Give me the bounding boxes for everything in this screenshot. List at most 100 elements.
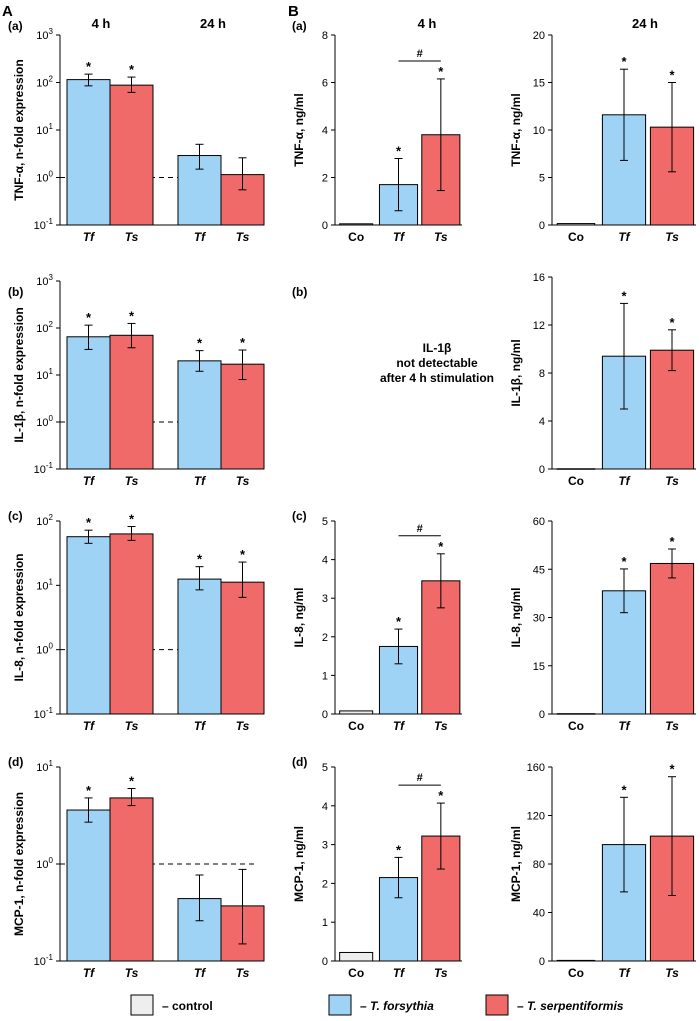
x-tick-label: Tf bbox=[83, 230, 95, 244]
significance-marker: * bbox=[621, 554, 627, 569]
x-tick-label: Tf bbox=[83, 474, 95, 488]
x-tick-label: Tf bbox=[618, 474, 630, 488]
x-tick-label: Co bbox=[568, 719, 584, 733]
x-tick-label: Ts bbox=[434, 966, 448, 980]
y-axis-label: IL-1β, n-fold expression bbox=[12, 307, 26, 442]
x-tick-label: Tf bbox=[393, 719, 405, 733]
y-tick-label: 100 bbox=[36, 642, 53, 657]
y-tick-label: 102 bbox=[36, 75, 53, 90]
y-tick-label: 2 bbox=[322, 173, 328, 185]
y-tick-label: 100 bbox=[36, 170, 53, 185]
y-tick-label: 101 bbox=[36, 122, 53, 137]
x-tick-label: Tf bbox=[618, 719, 630, 733]
y-axis-label: IL-8, ng/ml bbox=[292, 588, 306, 648]
x-tick-label: Tf bbox=[393, 230, 405, 244]
significance-marker: * bbox=[86, 783, 92, 798]
significance-marker: * bbox=[86, 515, 92, 530]
y-tick-label: 10 bbox=[533, 125, 545, 137]
chart-b-c-24h: Co * Tf * Ts 0 15 30 45 60 IL-8, ng/ml bbox=[509, 516, 696, 733]
significance-marker: * bbox=[669, 68, 675, 83]
y-tick-label: 5 bbox=[322, 516, 328, 528]
x-tick-label: Tf bbox=[194, 966, 206, 980]
legend-label-tf: – T. forsythia bbox=[360, 999, 434, 1013]
bar bbox=[66, 336, 111, 470]
significance-marker: * bbox=[129, 774, 135, 789]
y-tick-label: 120 bbox=[527, 811, 545, 823]
x-tick-label: Tf bbox=[83, 719, 95, 733]
chart-b-a-4h: Co * Tf * Ts #0 2 4 6 8 TNF-α, ng/ml (a) bbox=[292, 19, 462, 244]
bracket-marker: # bbox=[417, 772, 423, 784]
bar bbox=[109, 533, 154, 715]
y-tick-label: 10-1 bbox=[34, 706, 54, 721]
y-axis-label: MCP-1, ng/ml bbox=[292, 826, 306, 902]
significance-marker: * bbox=[129, 308, 135, 323]
row-label: (d) bbox=[292, 755, 307, 769]
significance-marker: * bbox=[240, 335, 246, 350]
legend-label-control: – control bbox=[162, 999, 213, 1013]
bar bbox=[649, 562, 695, 715]
y-axis-label: TNF-α, ng/ml bbox=[509, 93, 523, 166]
y-tick-label: 101 bbox=[36, 367, 53, 382]
y-tick-label: 4 bbox=[322, 555, 328, 567]
legend-ts-name: T. serpentiformis bbox=[527, 999, 624, 1013]
y-tick-label: 4 bbox=[539, 416, 545, 428]
x-tick-label: Tf bbox=[618, 230, 630, 244]
y-tick-label: 0 bbox=[322, 956, 328, 968]
significance-marker: * bbox=[669, 534, 675, 549]
panel-label-b: B bbox=[288, 3, 299, 20]
x-tick-label: Tf bbox=[194, 719, 206, 733]
x-tick-label: Tf bbox=[618, 966, 630, 980]
significance-marker: * bbox=[438, 788, 444, 803]
significance-marker: * bbox=[669, 315, 675, 330]
chart-a-c: * Tf * Tf * Ts * Ts 10-1 100 101 102 IL-8, n-fold ex… bbox=[8, 509, 265, 733]
y-tick-label: 2 bbox=[322, 632, 328, 644]
significance-marker: * bbox=[197, 552, 203, 567]
title-b-24h: 24 h bbox=[632, 16, 658, 31]
chart-b-c-4h: Co * Tf * Ts #0 1 2 3 4 5 IL-8, ng/ml (c) bbox=[292, 509, 462, 733]
y-tick-label: 0 bbox=[322, 709, 328, 721]
x-tick-label: Ts bbox=[125, 474, 139, 488]
legend-ts-prefix: – bbox=[517, 999, 527, 1013]
bar bbox=[220, 581, 265, 715]
significance-marker: * bbox=[86, 310, 92, 325]
y-tick-label: 12 bbox=[533, 320, 545, 332]
significance-marker: * bbox=[197, 336, 203, 351]
chart-b-b-24h: Co * Tf * Ts 0 4 8 12 16 IL-1β, ng/ml (b) bbox=[292, 272, 696, 488]
y-tick-label: 5 bbox=[322, 762, 328, 774]
y-tick-label: 30 bbox=[533, 613, 545, 625]
legend-swatch-ts bbox=[485, 994, 509, 1016]
il1b-note-line-2: not detectable bbox=[396, 356, 478, 370]
y-tick-label: 15 bbox=[533, 78, 545, 90]
chart-b-d-4h: Co * Tf * Ts #0 1 2 3 4 5 MCP-1, ng/ml (d) bbox=[292, 755, 462, 980]
legend-label-ts: – T. serpentiformis bbox=[517, 999, 624, 1013]
y-axis-label: IL-1β, ng/ml bbox=[509, 339, 523, 406]
y-tick-label: 100 bbox=[36, 856, 53, 871]
x-tick-label: Ts bbox=[665, 230, 679, 244]
y-tick-label: 0 bbox=[539, 709, 545, 721]
chart-a-a: * Tf Tf * Ts Ts 10-1 100 101 102 103 TNF-α, n-fold … bbox=[8, 19, 265, 244]
row-label: (b) bbox=[292, 285, 307, 299]
bar bbox=[339, 951, 374, 962]
y-tick-label: 10-1 bbox=[34, 217, 54, 232]
y-tick-label: 2 bbox=[322, 878, 328, 890]
chart-a-b: * Tf * Tf * Ts * Ts 10-1 100 101 102 103 IL-1β, n-fol… bbox=[8, 273, 265, 488]
y-tick-label: 1 bbox=[322, 917, 328, 929]
row-label: (a) bbox=[292, 19, 307, 33]
row-label: (c) bbox=[292, 509, 307, 523]
x-tick-label: Co bbox=[348, 719, 364, 733]
title-a-4h: 4 h bbox=[92, 16, 111, 31]
x-tick-label: Ts bbox=[665, 719, 679, 733]
significance-marker: * bbox=[621, 782, 627, 797]
il1b-note-line-3: after 4 h stimulation bbox=[380, 371, 494, 385]
y-tick-label: 20 bbox=[533, 30, 545, 42]
y-tick-label: 1 bbox=[322, 670, 328, 682]
row-label: (d) bbox=[8, 755, 23, 769]
x-tick-label: Ts bbox=[236, 966, 250, 980]
y-tick-label: 0 bbox=[539, 464, 545, 476]
significance-marker: * bbox=[396, 144, 402, 159]
y-tick-label: 45 bbox=[533, 564, 545, 576]
x-tick-label: Ts bbox=[125, 719, 139, 733]
x-tick-label: Ts bbox=[125, 966, 139, 980]
y-tick-label: 8 bbox=[322, 30, 328, 42]
il1b-note-line-1: IL-1β bbox=[423, 341, 452, 355]
